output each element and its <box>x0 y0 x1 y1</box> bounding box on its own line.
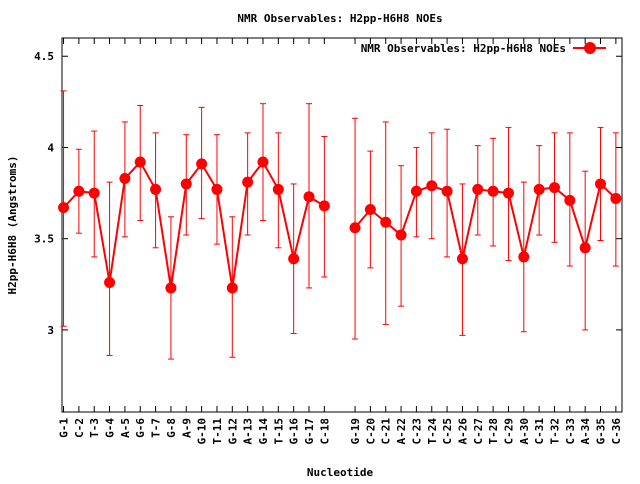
series-line <box>62 160 325 289</box>
x-tick-label: C-31 <box>533 418 546 445</box>
data-point <box>88 187 100 199</box>
plot-area: 33.544.5G-1 C-2 T-3 G-4 A-5 G-6 T-7 G-8 A-9 G-10 T… <box>34 37 623 445</box>
data-point <box>134 156 146 168</box>
chart-title: NMR Observables: H2pp-H6H8 NOEs <box>237 12 442 25</box>
data-point <box>257 156 269 168</box>
x-tick-label: T-3 <box>88 418 101 438</box>
data-point <box>487 185 499 197</box>
x-tick-label: A-9 <box>180 418 193 438</box>
x-tick-label: C-20 <box>364 418 377 445</box>
x-tick-label: A-13 <box>242 418 255 445</box>
data-point <box>165 282 177 294</box>
data-point <box>150 183 162 195</box>
x-tick-label: A-34 <box>579 418 592 445</box>
data-point <box>272 183 284 195</box>
x-tick-label: C-36 <box>610 418 623 445</box>
x-tick-label: G-4 <box>104 418 117 438</box>
x-tick-label: A-5 <box>119 418 132 438</box>
x-tick-label: T-7 <box>150 418 163 438</box>
x-tick-label: C-18 <box>318 418 331 445</box>
x-tick-label: G-6 <box>134 418 147 438</box>
data-point <box>288 253 300 265</box>
data-point <box>226 282 238 294</box>
data-point <box>380 216 392 228</box>
x-tick-label: G-35 <box>595 418 608 445</box>
y-tick-label: 3 <box>47 324 54 337</box>
data-point <box>548 182 560 194</box>
data-point <box>349 222 361 234</box>
x-tick-label: T-32 <box>548 418 561 445</box>
data-point <box>441 185 453 197</box>
data-point <box>211 183 223 195</box>
data-point <box>595 178 607 190</box>
data-point <box>456 253 468 265</box>
data-point <box>410 185 422 197</box>
x-tick-label: C-21 <box>380 418 393 445</box>
data-point <box>518 251 530 263</box>
x-tick-label: C-25 <box>441 418 454 445</box>
data-point <box>610 193 622 205</box>
y-tick-label: 4.5 <box>34 50 54 63</box>
data-point <box>472 183 484 195</box>
x-tick-label: T-11 <box>211 418 224 445</box>
data-point <box>318 200 330 212</box>
data-point <box>564 194 576 206</box>
x-tick-label: A-26 <box>456 418 469 445</box>
series-line <box>354 182 617 259</box>
data-point <box>364 203 376 215</box>
y-tick-label: 3.5 <box>34 233 54 246</box>
x-tick-label: G-8 <box>165 418 178 438</box>
plot-frame <box>61 37 623 413</box>
x-tick-label: A-22 <box>395 418 408 445</box>
x-tick-label: C-23 <box>410 418 423 445</box>
x-tick-label: A-30 <box>518 418 531 445</box>
y-axis-label: H2pp-H6H8 (Angstroms) <box>6 155 19 294</box>
legend-marker <box>584 42 596 54</box>
x-tick-label: T-28 <box>487 418 500 445</box>
x-tick-label: G-17 <box>303 418 316 445</box>
data-point <box>196 158 208 170</box>
x-tick-label: C-27 <box>472 418 485 445</box>
data-point <box>73 185 85 197</box>
x-tick-label: G-1 <box>58 418 71 438</box>
data-point <box>58 202 70 214</box>
legend-label: NMR Observables: H2pp-H6H8 NOEs <box>361 42 566 55</box>
data-point <box>502 187 514 199</box>
x-tick-label: G-12 <box>226 418 239 445</box>
x-axis-label: Nucleotide <box>307 466 374 479</box>
x-tick-label: G-19 <box>349 418 362 445</box>
x-tick-label: C-2 <box>73 418 86 438</box>
data-point <box>579 242 591 254</box>
x-tick-label: C-29 <box>502 418 515 445</box>
data-point <box>242 176 254 188</box>
data-point <box>426 180 438 192</box>
data-point <box>395 229 407 241</box>
data-point <box>303 191 315 203</box>
data-point <box>104 276 116 288</box>
x-tick-label: G-10 <box>196 418 209 445</box>
x-tick-label: T-24 <box>426 418 439 445</box>
data-point <box>180 178 192 190</box>
x-tick-label: T-15 <box>272 418 285 445</box>
data-point <box>119 172 131 184</box>
x-tick-label: G-16 <box>288 418 301 445</box>
legend: NMR Observables: H2pp-H6H8 NOEs <box>361 42 606 55</box>
x-tick-label: G-14 <box>257 418 270 445</box>
data-point <box>533 183 545 195</box>
x-tick-label: C-33 <box>564 418 577 445</box>
y-tick-label: 4 <box>47 141 54 154</box>
